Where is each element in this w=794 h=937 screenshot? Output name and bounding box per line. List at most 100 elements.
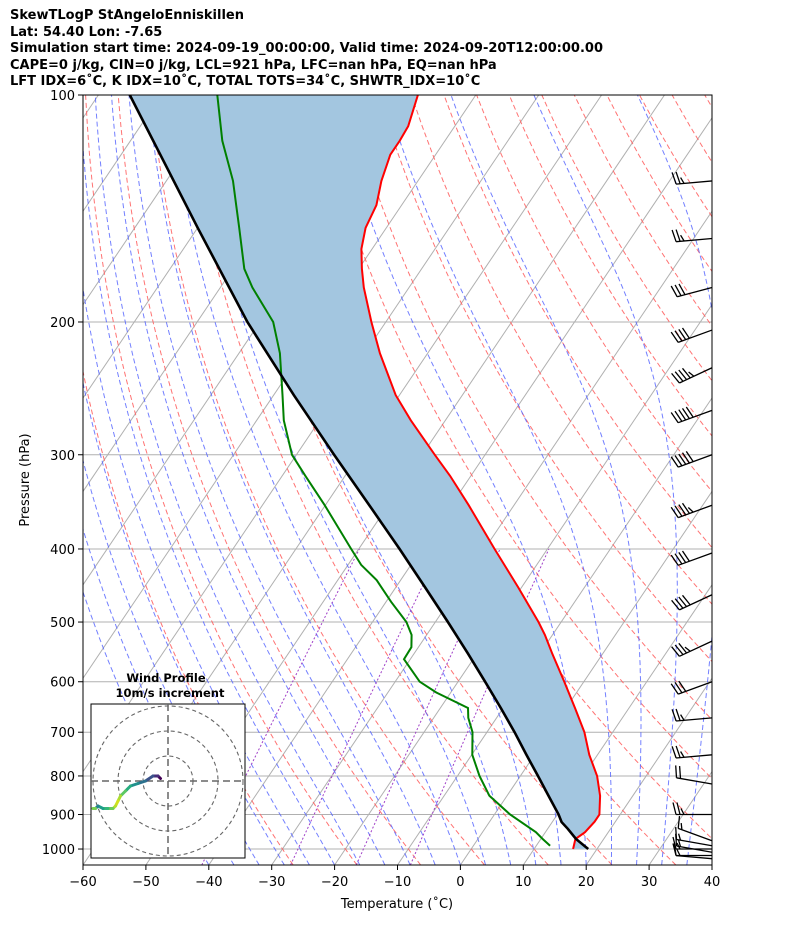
isotherm-line <box>585 677 712 865</box>
wind-barb-flag <box>680 714 685 721</box>
wind-barb-flag <box>678 453 687 465</box>
x-axis-label: Temperature (˚C) <box>340 896 453 912</box>
moist-adiabat <box>533 95 678 865</box>
dry-adiabat <box>770 95 794 865</box>
x-tick-label: −40 <box>195 875 222 890</box>
wind-barb-flag <box>681 408 690 419</box>
cape-line: CAPE=0 j/kg, CIN=0 j/kg, LCL=921 hPa, LF… <box>10 57 497 73</box>
wind-barb <box>675 833 713 853</box>
chart-title: SkewTLogP StAngeloEnniskillen <box>10 8 244 23</box>
y-tick-label: 200 <box>50 316 75 331</box>
wind-barb-flag <box>671 709 677 722</box>
y-tick-label: 500 <box>50 616 75 631</box>
dry-adiabat <box>345 95 712 721</box>
isotherm-line <box>83 95 477 680</box>
wind-barb <box>671 708 713 722</box>
wind-barb <box>670 550 713 566</box>
wind-barb-flag <box>678 329 687 340</box>
x-tick-label: −50 <box>132 875 159 890</box>
wind-barb-flag <box>681 367 691 379</box>
moist-adiabat <box>94 95 361 865</box>
wind-barb <box>670 502 713 519</box>
wind-barb <box>671 640 713 657</box>
wind-barb <box>671 171 713 185</box>
wind-barb-flag <box>680 751 685 758</box>
x-tick-label: −60 <box>69 875 96 890</box>
dry-adiabat <box>573 95 712 327</box>
wind-barb-flag <box>676 802 681 815</box>
wind-barb-flag <box>688 371 695 377</box>
inset-title: Wind Profile <box>126 671 206 685</box>
wind-barb-flag <box>670 285 678 298</box>
dry-adiabat <box>182 95 549 865</box>
wind-barb-flag <box>676 849 681 856</box>
dewpoint-line <box>216 95 551 847</box>
y-tick-label: 900 <box>50 809 75 824</box>
wind-barb-staff <box>676 838 713 847</box>
dry-adiabat <box>476 95 712 493</box>
wind-barb-flag <box>678 680 687 692</box>
wind-barb-flag <box>678 369 688 381</box>
wind-barb-flag <box>678 596 688 608</box>
wind-barb <box>671 594 713 611</box>
wind-barb-flag <box>675 745 681 758</box>
wind-barb-flag <box>671 172 677 185</box>
wind-barb-staff <box>676 180 713 185</box>
wind-barb-flag <box>675 833 678 847</box>
isotherm-line <box>522 583 712 865</box>
x-tick-label: 10 <box>515 875 532 890</box>
dry-adiabat <box>737 95 794 865</box>
dry-adiabat <box>639 95 712 218</box>
dry-adiabat <box>671 95 712 163</box>
wind-barb <box>670 283 713 298</box>
wind-barb-flag <box>678 283 686 296</box>
wind-barb <box>673 843 713 860</box>
moist-adiabat <box>83 590 210 865</box>
wind-barb-flag <box>680 177 685 184</box>
wind-barb-staff <box>677 454 713 468</box>
cape-area <box>129 95 601 849</box>
wind-barb <box>675 765 713 785</box>
moist-adiabat <box>330 95 587 865</box>
dry-adiabat <box>410 95 712 605</box>
moist-adiabat <box>192 95 487 865</box>
axes: −60 −50 −40 −30 −20 −10 0 10 20 30 40 100 200 300 400 5… <box>42 89 720 890</box>
wind-barb-flag <box>671 372 680 384</box>
wind-barb-flag <box>678 642 688 654</box>
inset-plot <box>91 704 245 858</box>
wind-barb-flag <box>684 646 691 652</box>
wind-barb-flag <box>678 504 687 516</box>
wind-barb-staff <box>676 717 713 722</box>
y-tick-label: 700 <box>50 726 75 741</box>
y-tick-label: 1000 <box>42 843 75 858</box>
x-tick-label: 30 <box>641 875 658 890</box>
wind-barb-flag <box>670 331 679 343</box>
wind-barb-staff <box>676 777 713 785</box>
wind-barb-flag <box>672 836 677 850</box>
wind-barb-flag <box>680 823 683 830</box>
wind-barb-flag <box>671 599 680 611</box>
wind-barb-flag <box>670 506 679 518</box>
moist-adiabat <box>147 95 436 865</box>
wind-barb-flag <box>671 229 677 242</box>
wind-barb-staff <box>676 845 713 853</box>
isotherm-line <box>711 864 712 865</box>
wind-barb-flag <box>674 455 683 467</box>
isotherm-line <box>397 397 712 865</box>
location-line: Lat: 54.40 Lon: -7.65 <box>10 24 163 40</box>
wind-barb-flag <box>677 833 682 841</box>
wind-barb-flag <box>674 410 683 422</box>
wind-barb-flag <box>681 550 690 562</box>
dry-adiabat <box>117 95 422 865</box>
wind-barb-staff <box>677 827 713 842</box>
wind-barb-flag <box>685 451 694 462</box>
moist-adiabat <box>111 95 386 865</box>
wind-barb <box>670 327 713 344</box>
chart-header: SkewTLogP StAngeloEnniskillen Lat: 54.40… <box>10 8 790 91</box>
dry-adiabat <box>85 95 358 865</box>
wind-barb-flag <box>674 330 683 342</box>
moist-adiabat <box>711 861 712 865</box>
wind-barb-staff <box>676 237 713 243</box>
x-tick-label: 40 <box>704 875 721 890</box>
